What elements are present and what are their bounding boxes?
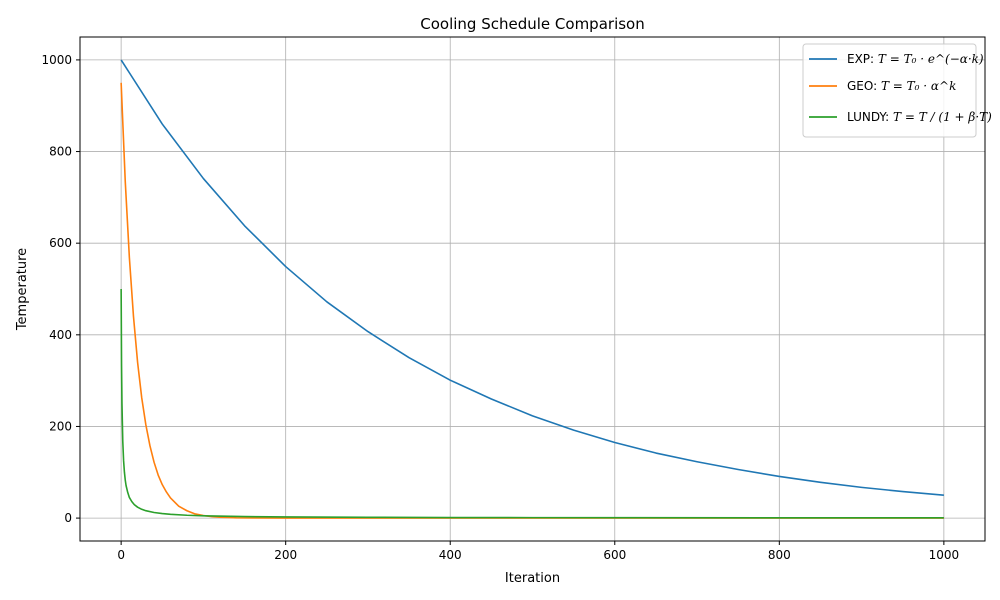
legend-name: LUNDY: <box>847 110 893 124</box>
legend-label-1: EXP: T = T₀ · e^(−α·k) <box>847 52 984 66</box>
legend-label-3: LUNDY: T = T / (1 + β·T) <box>847 110 992 124</box>
y-tick-label: 1000 <box>41 53 72 67</box>
y-axis-label: Temperature <box>15 248 30 331</box>
legend-formula: T = T / (1 + β·T) <box>893 110 992 124</box>
y-tick-label: 0 <box>64 511 72 525</box>
legend: EXP: T = T₀ · e^(−α·k) GEO: T = T₀ · α^k L… <box>802 43 992 138</box>
y-tick-label: 400 <box>49 328 72 342</box>
y-tick-label: 600 <box>49 236 72 250</box>
chart-title: Cooling Schedule Comparison <box>420 15 644 33</box>
series-line-2 <box>120 82 944 519</box>
legend-name: EXP: <box>847 52 878 66</box>
series-lines <box>120 59 944 519</box>
x-axis-label: Iteration <box>505 571 560 586</box>
legend-label-2: GEO: T = T₀ · α^k <box>847 79 956 93</box>
series-line-3 <box>120 288 944 519</box>
x-tick-label: 400 <box>439 548 462 562</box>
legend-box <box>802 43 977 138</box>
x-tick-label: 800 <box>768 548 791 562</box>
x-tick-label: 200 <box>274 548 297 562</box>
plot-frame <box>79 36 986 542</box>
axis-ticks: 0 200 400 600 800 1000 0 200 400 600 800 1000 <box>41 53 959 562</box>
x-tick-label: 600 <box>603 548 626 562</box>
series-line-1 <box>120 59 944 496</box>
legend-name: GEO: <box>847 79 881 93</box>
legend-formula: T = T₀ · e^(−α·k) <box>878 52 984 66</box>
legend-formula: T = T₀ · α^k <box>881 79 956 93</box>
x-tick-label: 0 <box>117 548 125 562</box>
y-tick-label: 800 <box>49 145 72 159</box>
y-tick-label: 200 <box>49 419 72 433</box>
x-tick-label: 1000 <box>929 548 960 562</box>
